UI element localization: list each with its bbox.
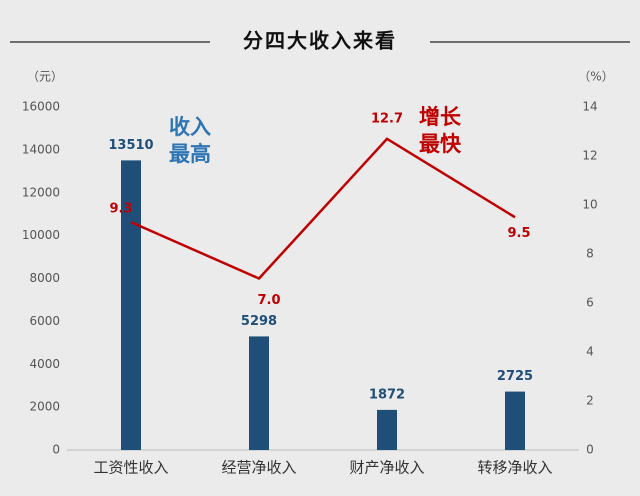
chart-title: 分四大收入来看 bbox=[243, 29, 397, 53]
annotation: 最快 bbox=[419, 132, 462, 156]
bar-value-label: 13510 bbox=[108, 138, 153, 153]
line-value-label: 12.7 bbox=[371, 111, 403, 126]
y-tick-label: 16000 bbox=[22, 100, 60, 114]
annotation: 最高 bbox=[169, 142, 211, 166]
bar bbox=[505, 391, 525, 450]
line-value-label: 9.3 bbox=[109, 202, 132, 217]
x-tick-label: 经营净收入 bbox=[221, 459, 296, 477]
y2-axis-label: （%） bbox=[578, 70, 613, 84]
bar-value-label: 2725 bbox=[497, 369, 533, 384]
y2-tick-label: 10 bbox=[582, 198, 597, 212]
line bbox=[130, 137, 516, 281]
bar bbox=[249, 336, 269, 450]
y-tick-label: 2000 bbox=[29, 400, 60, 414]
y2-tick-label: 12 bbox=[582, 149, 597, 163]
line-value-label: 7.0 bbox=[257, 293, 280, 308]
annotation: 收入 bbox=[169, 115, 211, 139]
bar-value-label: 1872 bbox=[369, 387, 405, 402]
y-tick-label: 14000 bbox=[22, 142, 60, 156]
y2-tick-label: 8 bbox=[586, 247, 594, 261]
y2-tick-label: 0 bbox=[586, 443, 594, 457]
x-tick-label: 工资性收入 bbox=[93, 459, 168, 477]
y-tick-label: 12000 bbox=[22, 185, 60, 199]
y2-tick-label: 6 bbox=[586, 296, 594, 310]
y2-tick-label: 4 bbox=[586, 345, 594, 359]
line-value-label: 9.5 bbox=[507, 226, 530, 241]
y-tick-label: 10000 bbox=[22, 228, 60, 242]
bar-value-label: 5298 bbox=[241, 314, 277, 329]
y-tick-label: 6000 bbox=[29, 314, 60, 328]
annotation: 增长 bbox=[419, 105, 462, 129]
y2-tick-label: 2 bbox=[586, 394, 594, 408]
bar bbox=[377, 409, 397, 450]
y2-tick-label: 14 bbox=[582, 100, 597, 114]
y-axis-label: （元） bbox=[27, 70, 63, 84]
y-tick-label: 0 bbox=[52, 443, 60, 457]
bar bbox=[121, 160, 141, 450]
x-tick-label: 财产净收入 bbox=[349, 459, 424, 477]
y-tick-label: 4000 bbox=[29, 357, 60, 371]
y-tick-label: 8000 bbox=[29, 271, 60, 285]
x-tick-label: 转移净收入 bbox=[477, 459, 552, 477]
